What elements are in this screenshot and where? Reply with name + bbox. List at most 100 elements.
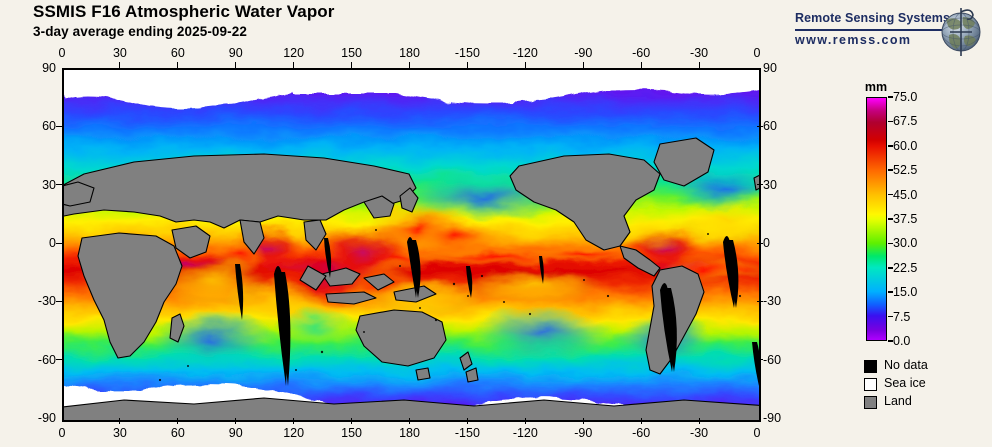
lat-tick-label-right: 90: [763, 61, 777, 75]
legend-label-no-data: No data: [884, 358, 928, 372]
lat-tick: [56, 242, 62, 244]
lon-tick: [409, 62, 410, 68]
legend-label-land: Land: [884, 394, 912, 408]
lat-tick-label-right: 60: [763, 119, 777, 134]
lon-tick-label-bottom: 30: [112, 426, 127, 440]
lon-tick-label-bottom: 180: [399, 426, 420, 440]
lon-tick: [524, 418, 526, 424]
lon-tick-label-bottom: -120: [512, 426, 538, 440]
water-vapor-raster: [64, 70, 759, 420]
rss-logo: Remote Sensing Systems www.remss.com: [795, 8, 985, 62]
lat-tick-label-left: 0: [49, 236, 56, 250]
lon-tick-label-top: 0: [753, 46, 761, 60]
legend-label-sea-ice: Sea ice: [884, 376, 926, 390]
colorbar-unit-label: mm: [864, 80, 888, 94]
globe-icon: [941, 8, 981, 56]
colorbar-tick-label: 0.0: [893, 334, 911, 348]
lon-tick-label-top: 0: [58, 46, 66, 60]
lon-tick: [582, 418, 584, 424]
lat-tick: [757, 359, 763, 361]
lat-tick-label-right: -90: [763, 411, 782, 425]
colorbar-tick-label: 37.5: [893, 212, 918, 226]
lon-tick: [351, 418, 353, 424]
logo-website-url: www.remss.com: [795, 33, 912, 47]
lon-tick: [524, 62, 526, 68]
lon-tick-label-bottom: 60: [170, 426, 185, 440]
lat-tick-label-right: -30: [763, 294, 782, 309]
lat-tick-label-right: -60: [763, 352, 782, 367]
colorbar-tick: [888, 291, 893, 293]
lon-tick-label-top: 30: [112, 46, 127, 60]
colorbar-tick: [888, 218, 893, 220]
lat-tick: [757, 125, 763, 127]
logo-company-name: Remote Sensing Systems: [795, 11, 951, 25]
lat-tick-label-right: 0: [763, 236, 770, 250]
lat-tick-label-left: 60: [42, 119, 56, 134]
colorbar-tick: [888, 145, 893, 147]
legend-swatch-no-data: [864, 360, 877, 373]
logo-divider: [795, 29, 947, 31]
lat-tick-label-left: -30: [37, 294, 56, 309]
lon-tick: [466, 418, 468, 424]
lon-tick: [293, 62, 295, 68]
map-plot-area[interactable]: [62, 68, 761, 422]
lon-tick: [466, 62, 468, 68]
colorbar-tick: [888, 96, 893, 98]
colorbar-tick-label: 67.5: [893, 114, 918, 129]
colorbar-tick-label: 30.0: [893, 236, 918, 251]
lon-tick-label-top: -90: [574, 46, 593, 60]
lat-tick: [56, 184, 62, 186]
lon-tick: [177, 418, 179, 424]
legend-swatch-sea-ice: [864, 378, 877, 391]
lon-tick-label-bottom: 150: [341, 426, 363, 440]
lat-tick: [56, 300, 62, 302]
legend-swatch-land: [864, 396, 877, 409]
lon-tick: [698, 62, 700, 68]
lon-tick-label-top: 120: [283, 46, 305, 60]
lat-tick: [757, 300, 763, 302]
colorbar-tick-label: 75.0: [893, 90, 918, 104]
colorbar-tick-label: 22.5: [893, 260, 918, 275]
lon-tick-label-top: 90: [228, 46, 243, 60]
lon-tick: [640, 418, 642, 424]
colorbar: [866, 97, 887, 341]
lon-tick-label-top: 180: [399, 46, 420, 60]
page-subtitle: 3-day average ending 2025-09-22: [33, 24, 247, 39]
colorbar-tick: [888, 193, 893, 196]
lon-tick: [640, 62, 642, 68]
colorbar-tick-label: 60.0: [893, 138, 918, 153]
lon-tick-label-bottom: 0: [58, 426, 66, 440]
lon-tick: [119, 62, 121, 68]
lon-tick-label-bottom: 120: [283, 426, 305, 440]
lat-tick-label-left: -90: [37, 411, 56, 425]
colorbar-tick: [888, 242, 893, 245]
lat-tick: [757, 242, 763, 244]
lat-tick-label-right: 30: [763, 177, 777, 192]
lon-tick: [119, 418, 121, 424]
lat-tick-label-left: 30: [42, 177, 56, 192]
lon-tick: [351, 62, 353, 68]
lon-tick-label-bottom: -150: [454, 426, 480, 440]
lon-tick-label-top: -150: [454, 46, 480, 60]
lat-tick: [56, 125, 62, 127]
colorbar-tick-label: 52.5: [893, 163, 918, 178]
lon-tick-label-bottom: 0: [753, 426, 761, 440]
colorbar-tick-label: 7.5: [893, 309, 911, 324]
page-title: SSMIS F16 Atmospheric Water Vapor: [33, 2, 335, 21]
lon-tick-label-top: 150: [341, 46, 363, 60]
lat-tick: [56, 359, 62, 361]
lon-tick-label-bottom: 90: [228, 426, 243, 440]
colorbar-tick: [888, 315, 893, 318]
lon-tick-label-bottom: -30: [690, 426, 709, 440]
lon-tick-label-bottom: -90: [574, 426, 593, 440]
lon-tick-label-top: 60: [170, 46, 185, 60]
lon-tick: [235, 62, 237, 68]
lon-tick: [177, 62, 179, 68]
lat-tick: [757, 184, 763, 186]
lon-tick-label-bottom: -60: [632, 426, 651, 440]
lon-tick: [235, 418, 237, 424]
colorbar-tick: [888, 120, 893, 123]
lon-tick: [582, 62, 584, 68]
lon-tick-label-top: -30: [690, 46, 709, 60]
lon-tick-label-top: -60: [632, 46, 651, 60]
